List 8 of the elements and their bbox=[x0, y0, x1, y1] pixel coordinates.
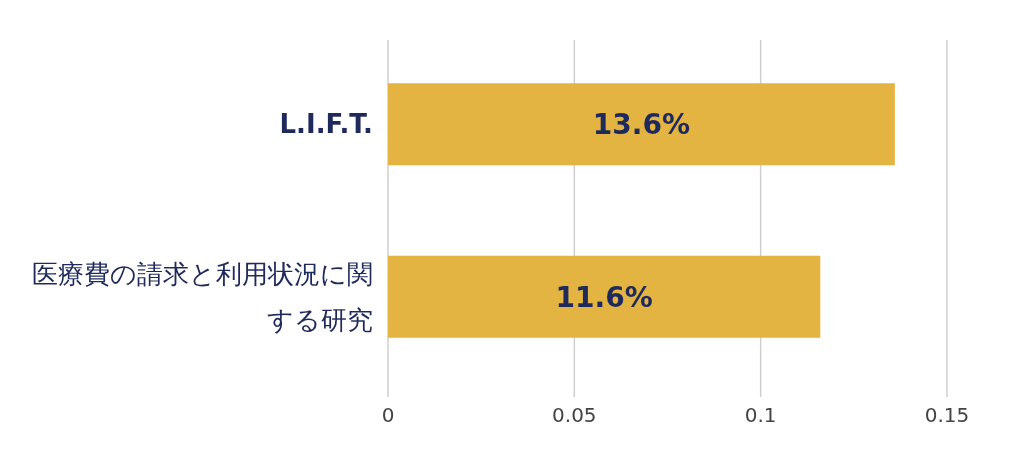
x-tick-label: 0 bbox=[381, 403, 395, 427]
y-tick-label: L.I.F.T. bbox=[278, 108, 373, 142]
x-tick-label: 0.15 bbox=[924, 403, 970, 427]
x-tick-label: 0.05 bbox=[552, 403, 597, 427]
data-label: 11.6% bbox=[555, 280, 653, 314]
x-tick-label: 0.1 bbox=[744, 403, 777, 427]
y-tick-label: 医療費の請求と利用状況に関する研究 bbox=[31, 257, 373, 337]
data-label: 13.6% bbox=[592, 108, 690, 142]
